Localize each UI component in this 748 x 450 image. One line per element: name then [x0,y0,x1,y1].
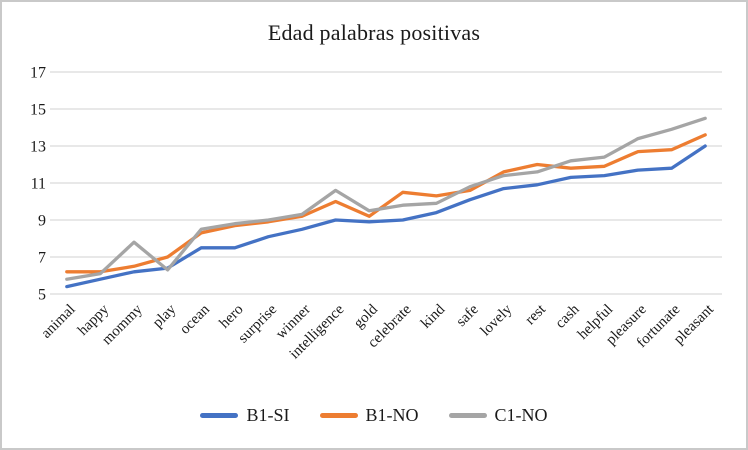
x-tick-label: lovely [478,301,516,339]
x-tick-label: surprise [235,301,280,346]
y-tick-label: 15 [30,102,46,119]
legend-label-b1-si: B1-SI [246,405,290,425]
y-tick-label: 5 [38,287,46,304]
y-tick-label: 11 [31,176,46,193]
legend-entry-b1-no: B1-NO [319,405,419,426]
legend-label-b1-no: B1-NO [365,405,419,425]
legend-label-c1-no: C1-NO [494,405,548,425]
legend-swatch-b1-si [200,413,239,418]
y-tick-label: 9 [38,213,46,230]
x-tick-label: ocean [177,301,213,337]
x-tick-label: rest [522,301,549,328]
legend-swatch-c1-no [448,413,487,418]
series-line-b1-no [65,133,707,274]
legend-swatch-b1-no [319,413,358,418]
x-tick-label: kind [418,301,449,332]
chart-title: Edad palabras positivas [267,20,481,45]
legend: B1-SI B1-NO C1-NO [2,405,746,426]
x-tick-label: animal [38,302,78,342]
y-tick-label: 7 [38,250,46,267]
legend-entry-c1-no: C1-NO [448,405,548,426]
legend-entry-b1-si: B1-SI [200,405,290,426]
y-tick-label: 17 [30,65,46,82]
x-tick-label: safe [453,301,482,330]
x-tick-label: play [150,301,180,331]
series-line-c1-no [65,116,707,281]
y-tick-label: 13 [30,139,46,156]
